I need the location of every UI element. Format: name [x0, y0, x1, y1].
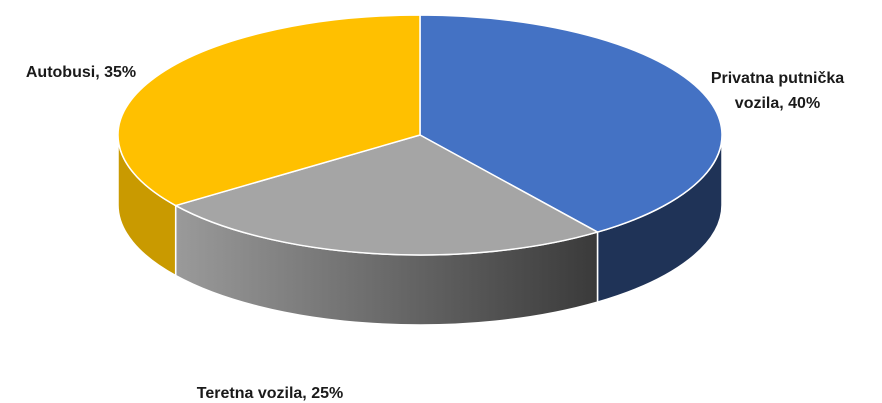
label-value: 25% [311, 385, 344, 402]
slice [419, 14, 723, 233]
label-category: Autobusi [25, 64, 96, 81]
label-category: Teretna vozila [196, 385, 303, 402]
data-label: Teretna vozila, 25% [196, 385, 344, 402]
data-label: Autobusi, 35% [25, 64, 137, 81]
slice [173, 134, 600, 256]
label-value: 40% [788, 95, 821, 112]
label-category: Privatna putnička vozila [710, 70, 845, 112]
label-value: 35% [104, 64, 137, 81]
data-label: Privatna putnička vozila, 40% [710, 70, 845, 112]
slice [117, 14, 421, 207]
